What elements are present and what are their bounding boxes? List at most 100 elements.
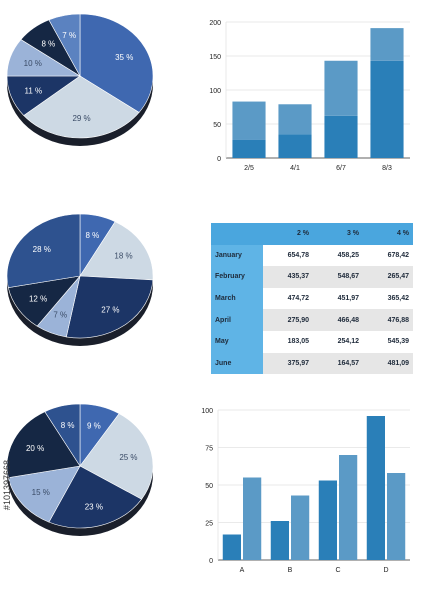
table-cell-1-2: 265,47 [363, 266, 413, 288]
bar2-ytick-3: 75 [205, 446, 213, 453]
table-row: June 375,97 164,57 481,09 [211, 352, 413, 375]
pie-chart-2: 8 % 18 % 27 % 7 % 12 % 28 % [6, 213, 154, 346]
bar2-bar-2-1 [339, 455, 358, 560]
bar1-ytick-3: 150 [209, 54, 221, 61]
bar1-bar-1-1 [278, 104, 312, 135]
bar1-xtick-1: 4/1 [290, 165, 300, 172]
table-cell-5-2: 481,09 [363, 352, 413, 375]
pie2-label-5: 28 % [33, 245, 51, 254]
stacked-bar-chart: 0 50 100 150 200 2/5 4/1 6/7 8/3 [209, 20, 410, 172]
table-cell-3-1: 466,48 [313, 309, 363, 331]
pie1-label-4: 8 % [41, 40, 55, 49]
pie3-label-5: 8 % [61, 421, 75, 430]
bar1-ytick-1: 50 [213, 122, 221, 129]
bar2-xtick-0: A [240, 567, 245, 574]
bar2-ytick-0: 0 [209, 558, 213, 565]
bar2-xtick-3: D [383, 567, 388, 574]
table-row-label-0: January [211, 244, 263, 267]
table-cell-2-0: 474,72 [263, 287, 313, 310]
bar2-ytick-4: 100 [201, 408, 213, 415]
bar2-ytick-1: 25 [205, 521, 213, 528]
table-cell-5-0: 375,97 [263, 352, 313, 375]
bar1-xtick-0: 2/5 [244, 165, 254, 172]
pie2-slice-1 [79, 221, 154, 281]
bar1-xtick-2: 6/7 [336, 165, 346, 172]
bar1-ytick-4: 200 [209, 20, 221, 27]
table-row-label-2: March [211, 287, 263, 310]
data-table: 2 % 3 % 4 % January 654,78 458,25 678,42 Februa… [211, 223, 413, 375]
pie1-label-5: 7 % [62, 31, 76, 40]
table-row-label-1: February [211, 266, 263, 288]
pie3-label-1: 25 % [119, 453, 137, 462]
table-col-header-2: 4 % [363, 223, 413, 245]
pie1-slice-1 [23, 75, 140, 139]
pie3-label-2: 23 % [85, 502, 103, 511]
bar2-bar-0-1 [243, 477, 262, 560]
table-row: March 474,72 451,97 365,42 [211, 287, 413, 310]
pie1-slice-0 [79, 13, 154, 113]
bar2-xtick-2: C [335, 567, 340, 574]
pie2-label-3: 7 % [53, 311, 67, 320]
watermark-id: #101397668 [2, 460, 12, 511]
bar1-bar-1-0 [278, 134, 312, 158]
pie3-slice-3 [7, 465, 81, 523]
pie2-slice-5 [6, 213, 81, 288]
pie2-label-4: 12 % [29, 295, 47, 304]
bar1-bar-3-1 [370, 28, 404, 61]
table-cell-4-2: 545,39 [363, 330, 413, 353]
grouped-bar-chart: 0 25 50 75 100 A B C D [201, 408, 410, 574]
table-corner [211, 223, 263, 245]
bar2-bar-1-1 [291, 495, 310, 560]
table-row-label-5: June [211, 352, 263, 375]
pie2-slice-2 [65, 275, 154, 339]
pie1-label-3: 10 % [24, 59, 42, 68]
bar1-xtick-3: 8/3 [382, 165, 392, 172]
bar1-ytick-0: 0 [217, 156, 221, 163]
pie-chart-3: 9 % 25 % 23 % 15 % 20 % 8 % [6, 403, 154, 536]
table-row-label-3: April [211, 309, 263, 331]
pie2-label-0: 8 % [85, 231, 99, 240]
table-cell-3-2: 476,88 [363, 309, 413, 331]
pie3-slice-5 [44, 403, 81, 468]
table-cell-4-1: 254,12 [313, 330, 363, 353]
pie3-label-4: 20 % [26, 444, 44, 453]
pie3-slice-1 [79, 413, 154, 500]
pie1-label-2: 11 % [24, 86, 42, 95]
pie1-label-0: 35 % [115, 53, 133, 62]
pie2-label-1: 18 % [114, 252, 132, 261]
bar1-bar-3-0 [370, 60, 404, 159]
bar1-bar-0-0 [232, 139, 266, 158]
pie3-slice-4 [6, 411, 81, 478]
pie1-label-1: 29 % [72, 114, 90, 123]
table-row: February 435,37 548,67 265,47 [211, 266, 413, 288]
bar2-bar-3-1 [387, 473, 406, 560]
bar2-ytick-2: 50 [205, 483, 213, 490]
table-row: January 654,78 458,25 678,42 [211, 244, 413, 267]
bar2-xtick-1: B [288, 567, 293, 574]
pie1-slice-5 [48, 13, 81, 78]
bar2-bar-0-0 [222, 534, 241, 560]
bar1-bar-2-0 [324, 115, 358, 158]
table-cell-2-1: 451,97 [313, 287, 363, 310]
table-cell-4-0: 183,05 [263, 330, 313, 353]
pie-chart-1: 35 % 29 % 11 % 10 % 8 % 7 % [6, 13, 154, 146]
bar1-ytick-2: 100 [209, 88, 221, 95]
pie3-label-3: 15 % [32, 488, 50, 497]
table-row-label-4: May [211, 330, 263, 353]
table-cell-1-0: 435,37 [263, 266, 313, 288]
bar2-bar-2-0 [318, 480, 337, 560]
table-cell-0-1: 458,25 [313, 244, 363, 267]
table-cell-1-1: 548,67 [313, 266, 363, 288]
pie2-label-2: 27 % [101, 305, 119, 314]
bar2-bar-1-0 [270, 521, 289, 560]
table-row: May 183,05 254,12 545,39 [211, 330, 413, 353]
pie3-slice-2 [48, 465, 143, 529]
table-cell-0-0: 654,78 [263, 244, 313, 267]
table-cell-2-2: 365,42 [363, 287, 413, 310]
pie3-label-0: 9 % [87, 422, 101, 431]
bar1-bar-2-1 [324, 60, 358, 116]
data-table-container: 2 % 3 % 4 % January 654,78 458,25 678,42 Februa… [211, 223, 413, 375]
table-col-header-0: 2 % [263, 223, 313, 245]
table-col-header-1: 3 % [313, 223, 363, 245]
table-cell-0-2: 678,42 [363, 244, 413, 267]
